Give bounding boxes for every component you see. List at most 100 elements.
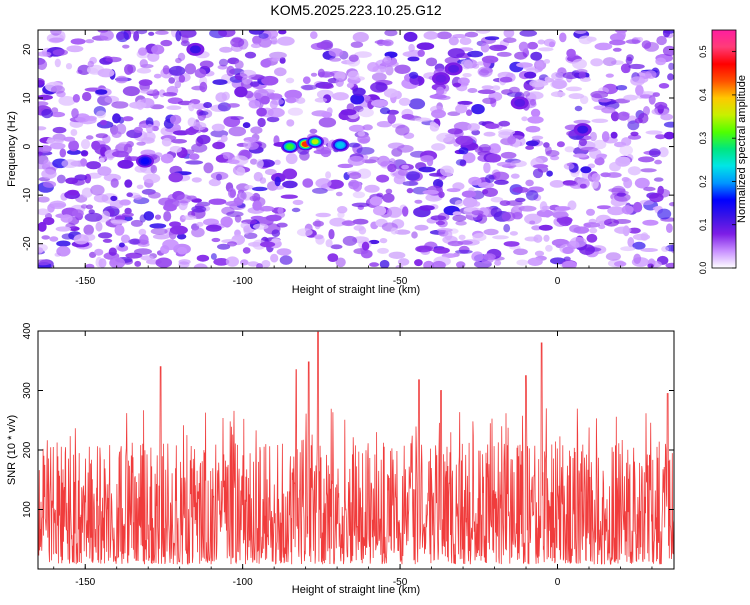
heatmap-speckle-blob <box>211 123 225 132</box>
heatmap-speckle-blob <box>160 153 174 164</box>
heatmap-speckle-blob <box>490 207 502 218</box>
heatmap-speckle-blob <box>566 48 576 58</box>
heatmap-speckle-blob <box>655 134 666 140</box>
heatmap-speckle-blob <box>357 131 366 137</box>
heatmap-speckle-blob <box>503 37 517 43</box>
heatmap-speckle-blob <box>58 96 76 106</box>
heatmap-speckle-blob <box>334 71 346 81</box>
heatmap-speckle-blob <box>361 241 370 251</box>
heatmap-speckle-blob <box>638 112 649 124</box>
heatmap-speckle-blob <box>376 121 393 128</box>
heatmap-speckle-blob <box>394 64 411 75</box>
heatmap-speckle-blob <box>397 258 410 266</box>
heatmap-speckle-blob <box>382 193 395 203</box>
heatmap-speckle-blob <box>123 143 133 154</box>
heatmap-speckle-blob <box>139 59 148 68</box>
heatmap-speckle-blob <box>162 65 170 75</box>
heatmap-speckle-blob <box>563 256 571 262</box>
y-tick-label: 400 <box>22 322 33 339</box>
heatmap-speckle-blob <box>250 126 263 134</box>
heatmap-speckle-blob <box>638 156 655 163</box>
heatmap-speckle-blob <box>41 169 57 179</box>
heatmap-speckle-blob <box>104 95 120 104</box>
heatmap-speckle-blob <box>259 177 267 184</box>
colorbar-tick-label: 0.5 <box>698 45 708 58</box>
heatmap-speckle-blob <box>248 30 264 35</box>
heatmap-speckle-blob <box>143 131 156 142</box>
heatmap-speckle-blob <box>377 247 389 254</box>
heatmap-speckle-blob <box>327 253 339 262</box>
heatmap-speckle-blob <box>656 35 667 46</box>
heatmap-speckle-blob <box>468 176 482 186</box>
heatmap-speckle-blob <box>182 215 197 221</box>
heatmap-speckle-blob <box>385 65 394 76</box>
heatmap-speckle-blob <box>574 105 583 112</box>
heatmap-speckle-blob <box>486 153 502 163</box>
heatmap-speckle-blob <box>351 202 370 208</box>
heatmap-speckle-blob <box>414 117 431 122</box>
heatmap-speckle-blob <box>91 140 101 151</box>
heatmap-speckle-blob <box>325 171 332 179</box>
heatmap-speckle-blob <box>134 260 142 267</box>
heatmap-speckle-blob <box>327 179 344 189</box>
heatmap-speckle-blob <box>291 207 301 213</box>
heatmap-speckle-blob <box>459 37 472 45</box>
heatmap-speckle-blob <box>59 148 67 158</box>
heatmap-speckle-blob <box>256 263 263 268</box>
heatmap-speckle-blob <box>346 82 354 88</box>
heatmap-speckle-blob <box>335 191 343 197</box>
heatmap-speckle-blob <box>634 177 650 189</box>
heatmap-speckle-blob <box>52 126 67 134</box>
heatmap-speckle-blob <box>436 31 452 40</box>
heatmap-speckle-blob <box>369 156 380 161</box>
heatmap-speckle-blob <box>128 238 141 245</box>
heatmap-speckle-blob <box>178 74 186 83</box>
heatmap-speckle-blob <box>480 42 490 53</box>
heatmap-speckle-blob <box>188 153 200 161</box>
heatmap-speckle-blob <box>97 30 109 33</box>
heatmap-speckle-blob <box>136 184 144 190</box>
heatmap-speckle-blob <box>83 224 94 236</box>
heatmap-speckle-blob <box>402 206 409 217</box>
heatmap-speckle-blob <box>138 79 153 86</box>
heatmap-speckle-blob <box>667 73 674 81</box>
heatmap-speckle-blob <box>641 40 652 49</box>
heatmap-speckle-blob <box>250 215 265 221</box>
heatmap-speckle-blob <box>406 188 414 194</box>
heatmap-speckle-blob <box>525 140 539 147</box>
heatmap-speckle-blob <box>620 63 631 74</box>
heatmap-speckle-blob <box>171 139 188 144</box>
heatmap-speckle-blob <box>602 57 617 67</box>
heatmap-speckle-blob <box>348 124 366 132</box>
heatmap-speckle-blob <box>152 89 159 99</box>
heatmap-speckle-blob <box>578 35 593 45</box>
heatmap-speckle-blob <box>515 197 526 203</box>
heatmap-speckle-blob <box>335 257 346 268</box>
heatmap-speckle-blob <box>604 218 619 227</box>
heatmap-speckle-blob <box>168 77 176 84</box>
heatmap-speckle-blob <box>350 93 365 105</box>
heatmap-speckle-blob <box>633 253 642 264</box>
heatmap-speckle-blob <box>382 39 394 47</box>
heatmap-speckle-blob <box>108 247 117 256</box>
heatmap-speckle-blob <box>538 224 553 231</box>
heatmap-speckle-blob <box>635 84 644 96</box>
heatmap-speckle-blob <box>425 57 438 67</box>
heatmap-speckle-blob <box>284 89 303 100</box>
heatmap-speckle-blob <box>302 76 311 84</box>
heatmap-speckle-blob <box>414 224 429 231</box>
heatmap-speckle-blob <box>317 71 335 78</box>
heatmap-speckle-blob <box>271 98 284 106</box>
heatmap-speckle-blob <box>490 196 504 203</box>
heatmap-speckle-blob <box>139 234 149 245</box>
heatmap-speckle-blob <box>607 206 625 216</box>
heatmap-speckle-blob <box>259 205 275 212</box>
heatmap-speckle-blob <box>665 262 674 268</box>
heatmap-x-axis-label: Height of straight line (km) <box>292 284 420 296</box>
heatmap-speckle-blob <box>568 93 585 100</box>
heatmap-speckle-blob <box>98 258 107 268</box>
heatmap-speckle-blob <box>274 176 281 187</box>
heatmap-speckle-blob <box>594 157 605 166</box>
heatmap-speckle-blob <box>55 226 71 232</box>
heatmap-speckle-blob <box>444 229 453 241</box>
